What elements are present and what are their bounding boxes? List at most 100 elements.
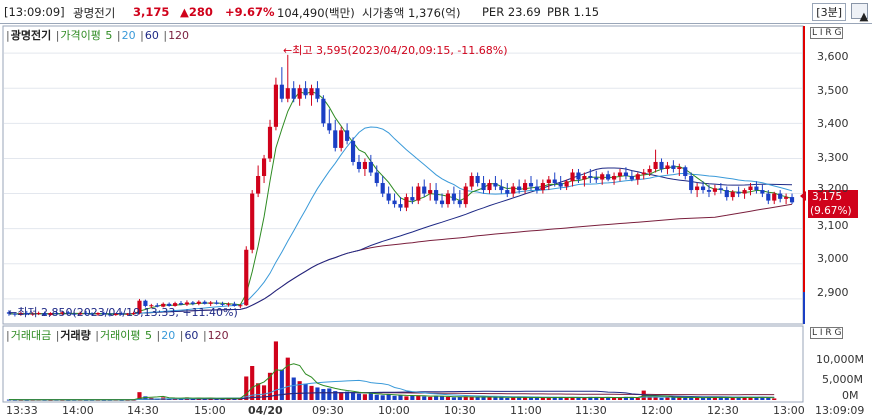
legend-sep: | (156, 329, 161, 342)
collapse-button[interactable]: ▲ (851, 3, 868, 23)
candle-body (576, 172, 581, 180)
volume-bar (303, 383, 308, 400)
candle-body (600, 174, 605, 180)
candle-body (172, 303, 178, 306)
candle-body (291, 88, 296, 99)
candle-body (706, 190, 712, 192)
y-tick: 3,400 (817, 117, 849, 130)
candle-body (457, 200, 462, 205)
candle-body (125, 313, 130, 315)
price-chart[interactable] (0, 24, 872, 419)
volume-bar (576, 397, 581, 400)
candle-body (428, 190, 433, 194)
x-tick: 14:00 (62, 404, 94, 417)
candle-body (137, 300, 142, 313)
candle-body (724, 190, 729, 198)
header-stock-name: 광명전기 (73, 6, 116, 20)
volume-bar (540, 397, 545, 400)
legend-sep: | (179, 329, 184, 342)
candle-body (362, 161, 367, 169)
volume-bar (695, 397, 700, 400)
candle-body (493, 183, 498, 187)
candle-body (742, 190, 747, 194)
volume-bar (386, 394, 391, 400)
candle-body (89, 313, 95, 315)
candle-body (149, 305, 154, 307)
candle-body (36, 312, 41, 314)
candle-body (356, 161, 362, 169)
candle-body (285, 88, 290, 99)
volume-bar (582, 397, 587, 400)
candle-body (6, 312, 12, 314)
candle-body (60, 312, 65, 314)
candle-body (641, 172, 646, 175)
x-tick: 14:30 (127, 404, 159, 417)
candle-body (250, 193, 255, 250)
volume-bar (671, 396, 676, 400)
volume-bar (60, 399, 65, 401)
candle-body (327, 123, 332, 131)
candles (6, 54, 795, 317)
candle-body (267, 126, 273, 159)
candle-body (196, 301, 201, 304)
vol-tick: 10,000M (816, 353, 864, 366)
candle-body (48, 312, 53, 316)
candle-body (84, 312, 89, 314)
legend-vol-ma20: 20 (161, 329, 176, 342)
volume-bar (546, 397, 551, 400)
candle-body (66, 312, 71, 314)
candle-body (588, 176, 593, 178)
candle-body (671, 165, 676, 169)
candle-body (392, 200, 397, 205)
x-tick: 11:30 (575, 404, 607, 417)
y-tick: 3,100 (817, 219, 849, 232)
candle-body (368, 161, 373, 173)
volume-bar (623, 396, 629, 400)
volume-bar (101, 399, 106, 401)
volume-bar (416, 395, 421, 400)
volume-bar (730, 397, 735, 400)
volume-bar (718, 397, 723, 400)
volume-bar (659, 397, 664, 400)
legend-vol-ma120: 120 (207, 329, 229, 342)
current-price-marker (800, 191, 806, 201)
volume-bar (706, 396, 712, 400)
volume-bar (766, 397, 771, 400)
current-pct-label: (9.67%) (810, 205, 852, 217)
volume-bar (629, 397, 634, 400)
volume-bar (558, 397, 563, 400)
legend-vol-ma5: 5 (145, 329, 152, 342)
volume-bar (463, 396, 468, 400)
quote-header: [13:09:09] 광명전기 3,175 ▲280 +9.67% 104,49… (0, 0, 872, 24)
candle-body (629, 176, 634, 180)
volume-bar (469, 396, 474, 400)
volume-bar (493, 396, 498, 400)
volume-bar (339, 392, 344, 400)
legend-ma20: 20 (121, 29, 136, 42)
x-tick: 13:00 (773, 404, 805, 417)
axis-toggle-box[interactable]: L I R G (810, 27, 844, 39)
y-tick: 3,300 (817, 151, 849, 164)
volume-bar (119, 399, 124, 401)
interval-badge[interactable]: [3분] (812, 3, 846, 21)
axis-toggle-box-volume[interactable]: L I R G (810, 327, 844, 339)
candle-body (523, 183, 528, 191)
legend-sep: | (55, 29, 60, 42)
candle-body (161, 303, 166, 307)
low-annotation: ←최저 2,850(2023/04/19,13:33, +11.40%) (8, 306, 238, 319)
candle-body (475, 176, 480, 184)
candle-body (24, 312, 29, 315)
volume-bar (457, 396, 462, 400)
candle-body (606, 174, 611, 180)
candle-body (528, 183, 534, 187)
legend-bullet: | (6, 29, 10, 42)
candle-body (505, 190, 510, 194)
volume-bar (606, 397, 611, 400)
volume-bar (297, 381, 302, 400)
candle-body (184, 302, 190, 305)
candle-body (202, 301, 207, 304)
volume-bar (742, 396, 747, 400)
header-price: 3,175 (133, 5, 170, 19)
x-tick: 12:30 (707, 404, 739, 417)
candle-body (54, 312, 59, 314)
